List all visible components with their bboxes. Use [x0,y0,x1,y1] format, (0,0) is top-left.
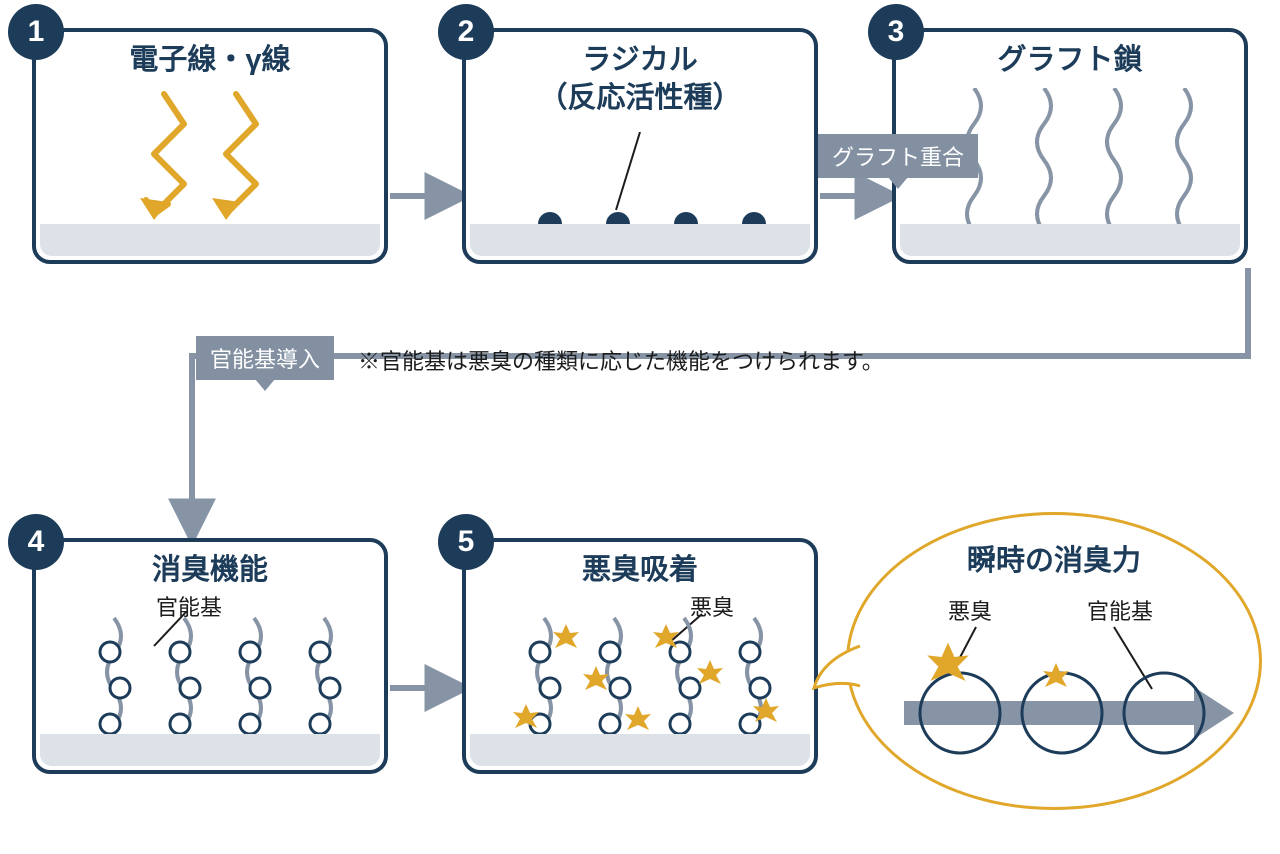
arrow-label-graft: グラフト重合 [818,134,978,178]
callout-label-group: 官能基 [1087,599,1153,624]
callout-diagram: 悪臭 官能基 [864,579,1244,779]
callout-tail [812,640,862,700]
panel-number-2: 2 [438,4,494,60]
substrate-1 [40,224,380,256]
arrow-label-functional: 官能基導入 [196,336,334,380]
substrate-2 [470,224,810,256]
panel-title-2: ラジカル （反応活性種） [466,42,814,117]
substrate-5 [470,734,810,766]
callout-title: 瞬時の消臭力 [967,537,1141,579]
panel-number-3: 3 [868,4,924,60]
callout-label-odor: 悪臭 [948,599,992,624]
panel-5: 5 悪臭吸着 悪臭 [462,538,818,774]
panel-number-1: 1 [8,4,64,60]
note-text: ※官能基は悪臭の種類に応じた機能をつけられます。 [358,344,884,376]
panel-title-5: 悪臭吸着 [466,552,814,590]
substrate-4 [40,734,380,766]
panel-number-4: 4 [8,514,64,570]
panel-number-5: 5 [438,514,494,570]
panel-title-1: 電子線・γ線 [36,42,384,80]
panel-1: 1 電子線・γ線 [32,28,388,264]
panel-4: 4 消臭機能 官能基 [32,538,388,774]
panel-title-3: グラフト鎖 [896,42,1244,80]
substrate-3 [900,224,1240,256]
panel-2: 2 ラジカル （反応活性種） [462,28,818,264]
panel-title-4: 消臭機能 [36,552,384,590]
callout-bubble: 瞬時の消臭力 悪臭 官能基 [846,512,1262,810]
